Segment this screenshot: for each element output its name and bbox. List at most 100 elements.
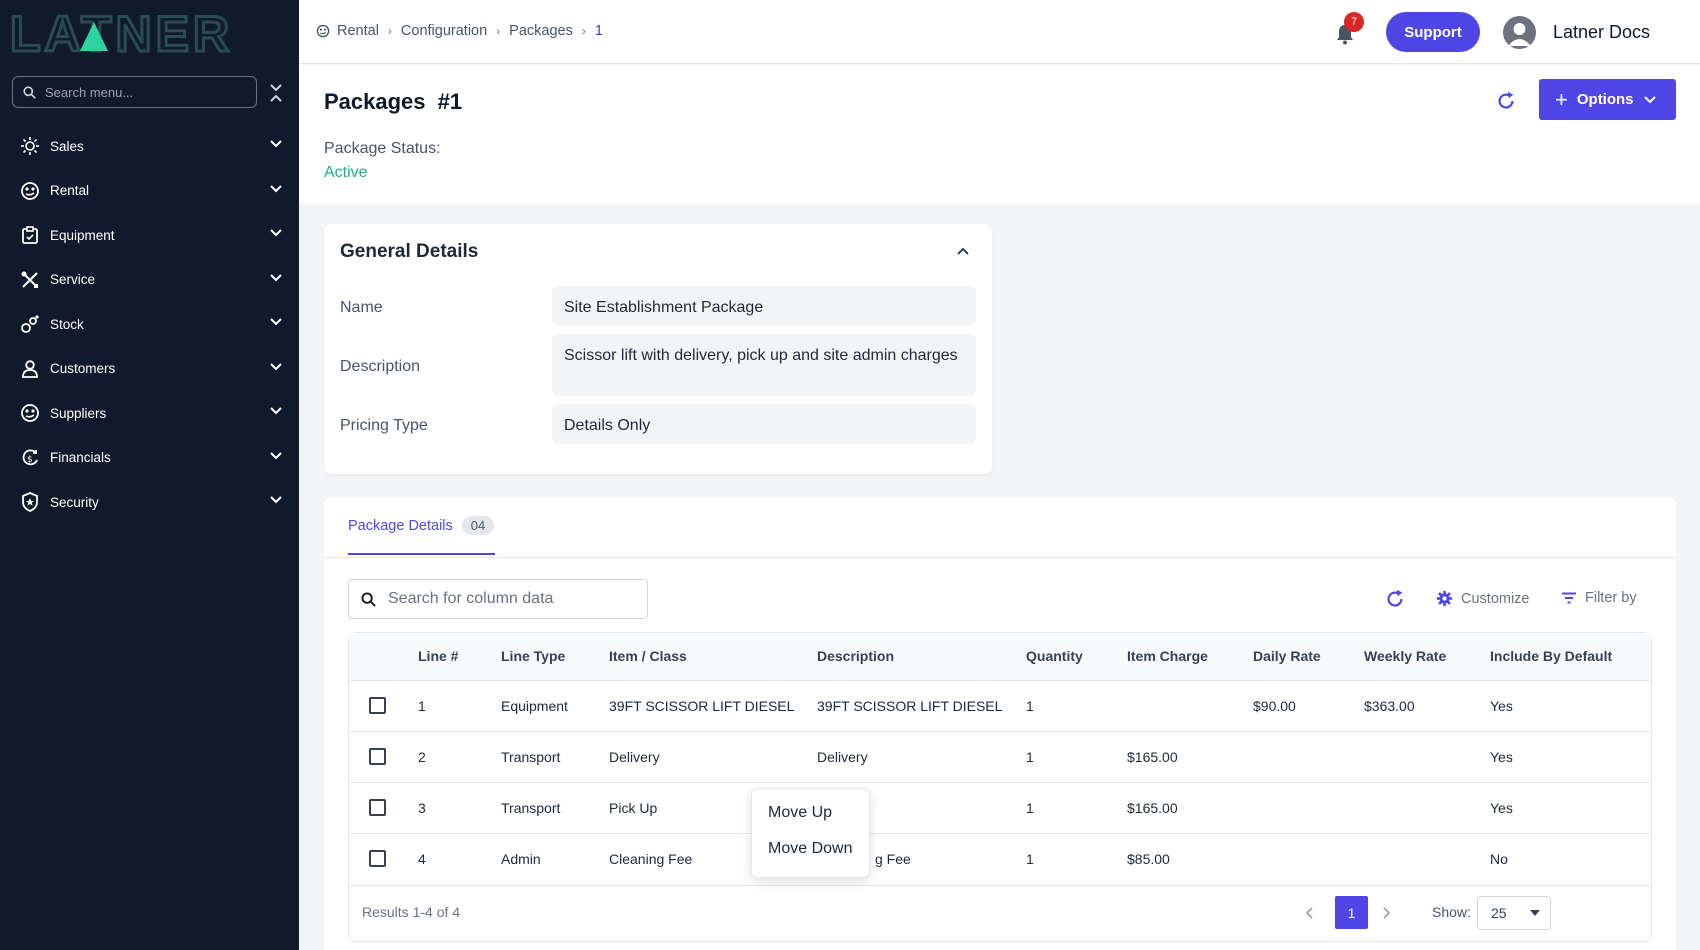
table-header-row: Line # Line Type Item / Class Descriptio… xyxy=(349,633,1651,680)
sidebar-item-customers[interactable]: Customers xyxy=(0,347,299,392)
chevron-down-icon xyxy=(270,496,282,504)
table-cell xyxy=(1253,781,1364,833)
status-value: Active xyxy=(324,164,368,181)
table-cell xyxy=(1253,730,1364,782)
table-cell: $363.00 xyxy=(1364,679,1490,731)
gear-icon xyxy=(1436,590,1453,607)
column-header[interactable]: Line # xyxy=(418,633,501,680)
support-button[interactable]: Support xyxy=(1386,12,1480,52)
move-down-menu-item[interactable]: Move Down xyxy=(768,840,853,857)
row-checkbox[interactable] xyxy=(369,799,386,816)
chevron-down-icon xyxy=(270,318,282,326)
refresh-icon[interactable] xyxy=(1495,90,1517,112)
sidebar-item-service[interactable]: Service xyxy=(0,258,299,303)
sidebar: LATNER Search menu... Sales Rental Equip… xyxy=(0,0,299,950)
column-search-input[interactable]: Search for column data xyxy=(348,579,648,619)
collapse-menu-icon[interactable] xyxy=(268,82,284,104)
options-button[interactable]: + Options xyxy=(1539,79,1676,120)
table-cell: Equipment xyxy=(501,679,609,731)
column-header[interactable]: Weekly Rate xyxy=(1364,633,1490,680)
page-size-value: 25 xyxy=(1491,905,1507,921)
tab-package-details[interactable]: Package Details 04 xyxy=(348,512,496,555)
menu-search-input[interactable]: Search menu... xyxy=(12,76,257,108)
table-cell: 1 xyxy=(1026,730,1127,782)
search-icon xyxy=(361,591,376,607)
service-icon xyxy=(19,269,41,291)
column-header[interactable]: Item / Class xyxy=(609,633,817,680)
chevron-down-icon xyxy=(270,184,282,192)
table-cell xyxy=(1364,781,1490,833)
sidebar-item-suppliers[interactable]: Suppliers xyxy=(0,391,299,436)
customize-label: Customize xyxy=(1461,590,1530,607)
field-value-description[interactable]: Scissor lift with delivery, pick up and … xyxy=(552,334,976,396)
equipment-icon xyxy=(19,224,41,246)
refresh-icon[interactable] xyxy=(1384,588,1406,610)
chevron-right-icon[interactable] xyxy=(1379,906,1393,920)
sidebar-item-label: Stock xyxy=(50,316,84,332)
table-row[interactable]: 3 Transport Pick Up 1 $165.00 Yes xyxy=(349,781,1651,833)
column-header[interactable]: Daily Rate xyxy=(1253,633,1364,680)
column-header[interactable]: Item Charge xyxy=(1127,633,1253,680)
sidebar-item-sales[interactable]: Sales xyxy=(0,124,299,169)
table-cell: 1 xyxy=(1026,679,1127,731)
chevron-right-icon: › xyxy=(387,24,392,38)
sidebar-item-label: Equipment xyxy=(50,227,115,243)
field-label-description: Description xyxy=(340,358,421,375)
table-cell: 39FT SCISSOR LIFT DIESEL xyxy=(609,679,817,731)
row-select-cell xyxy=(349,832,418,884)
row-checkbox[interactable] xyxy=(369,697,386,714)
sidebar-item-security[interactable]: Security xyxy=(0,480,299,525)
rental-icon xyxy=(316,24,330,38)
column-header[interactable]: Quantity xyxy=(1026,633,1127,680)
table-cell: $90.00 xyxy=(1253,679,1364,731)
general-details-card: General Details Name Site Establishment … xyxy=(324,224,992,474)
sidebar-item-equipment[interactable]: Equipment xyxy=(0,213,299,258)
field-label-name: Name xyxy=(340,299,383,316)
sidebar-item-label: Customers xyxy=(50,361,116,377)
table-cell: 39FT SCISSOR LIFT DIESEL xyxy=(817,679,1026,731)
page-size-select[interactable]: 25 xyxy=(1477,896,1551,930)
sidebar-item-label: Rental xyxy=(50,183,90,199)
plus-icon: + xyxy=(1555,86,1568,112)
row-checkbox[interactable] xyxy=(369,850,386,868)
sidebar-item-label: Sales xyxy=(50,138,84,154)
suppliers-icon xyxy=(19,402,41,424)
chevron-down-icon xyxy=(270,140,282,148)
column-header[interactable]: Line Type xyxy=(501,633,609,680)
row-select-cell xyxy=(349,679,418,731)
sidebar-item-rental[interactable]: Rental xyxy=(0,169,299,214)
table-cell: Yes xyxy=(1490,679,1651,731)
field-value-name[interactable]: Site Establishment Package xyxy=(552,286,976,326)
chevron-left-icon[interactable] xyxy=(1303,906,1317,920)
chevron-down-icon xyxy=(270,451,282,459)
row-checkbox[interactable] xyxy=(369,748,386,765)
rental-icon xyxy=(19,180,41,202)
table-cell: 3 xyxy=(418,781,501,833)
column-header[interactable]: Include By Default xyxy=(1490,633,1651,680)
chevron-up-icon[interactable] xyxy=(954,242,972,260)
move-up-menu-item[interactable]: Move Up xyxy=(768,804,833,821)
customize-button[interactable]: Customize xyxy=(1436,590,1530,607)
notification-badge: 7 xyxy=(1344,12,1364,32)
user-name[interactable]: Latner Docs xyxy=(1553,22,1651,42)
table-row[interactable]: 1 Equipment 39FT SCISSOR LIFT DIESEL 39F… xyxy=(349,679,1651,731)
column-header[interactable]: Description xyxy=(817,633,1026,680)
chevron-down-icon xyxy=(270,229,282,237)
breadcrumb-configuration[interactable]: Configuration xyxy=(400,23,488,39)
filter-button[interactable]: Filter by xyxy=(1561,590,1637,606)
breadcrumb-rental[interactable]: Rental xyxy=(337,23,379,39)
field-value-pricing-type[interactable]: Details Only xyxy=(552,404,976,444)
table-cell xyxy=(1364,832,1490,884)
breadcrumb: Rental › Configuration › Packages › 1 xyxy=(316,23,603,39)
sidebar-item-financials[interactable]: $ Financials xyxy=(0,436,299,481)
breadcrumb-packages[interactable]: Packages xyxy=(509,23,573,39)
sidebar-item-stock[interactable]: Stock xyxy=(0,302,299,347)
table-row[interactable]: 4 Admin Cleaning Fee g Fee 1 $85.00 No xyxy=(349,832,1651,884)
table-row[interactable]: 2 Transport Delivery Delivery 1 $165.00 … xyxy=(349,730,1651,782)
pagination-current-page[interactable]: 1 xyxy=(1335,896,1368,929)
avatar[interactable] xyxy=(1503,16,1536,49)
filter-label: Filter by xyxy=(1585,590,1637,606)
svg-text:LATNER: LATNER xyxy=(10,8,233,58)
latner-logo[interactable]: LATNER xyxy=(10,8,280,58)
page-size-label: Show: xyxy=(1432,904,1471,920)
